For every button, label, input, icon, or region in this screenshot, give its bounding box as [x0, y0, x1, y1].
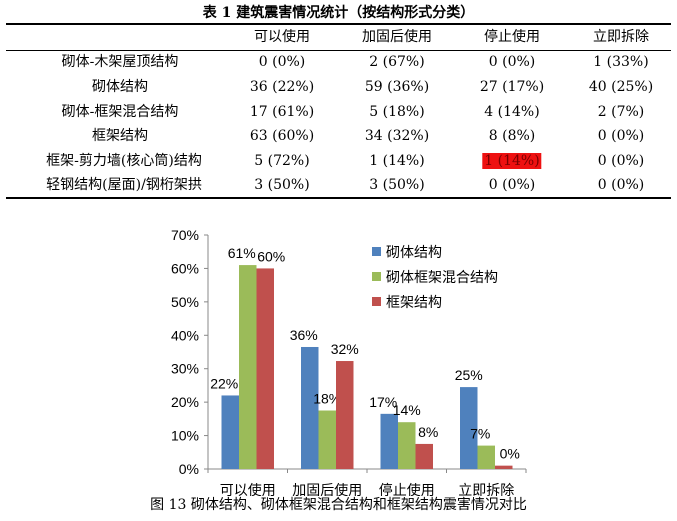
table-title: 表 1 建筑震害情况统计（按结构形式分类）	[202, 5, 475, 21]
x-tick-label: 加固后使用	[292, 482, 362, 496]
table-cell: 63 (60%)	[249, 128, 315, 144]
data-label: 61%	[228, 245, 256, 261]
table-cell: 34 (32%)	[364, 128, 430, 144]
data-label: 36%	[290, 327, 318, 343]
legend-label: 框架结构	[386, 295, 442, 311]
table-cell: 27 (17%)	[479, 79, 545, 95]
column-header: 立即拆除	[593, 29, 649, 45]
table-cell: 4 (14%)	[484, 104, 540, 120]
bar-0	[221, 395, 239, 469]
data-label: 14%	[393, 402, 421, 418]
table-cell: 3 (50%)	[369, 177, 425, 193]
table-cell: 0 (0%)	[488, 54, 536, 70]
table-cell: 0 (0%)	[488, 177, 536, 193]
bar-2	[495, 465, 513, 469]
data-label: 18%	[313, 391, 341, 407]
row-label: 框架-剪力墙(核心筒)结构	[46, 153, 202, 169]
row-label: 框架结构	[92, 128, 148, 144]
y-tick-label: 30%	[171, 361, 199, 377]
data-label: 17%	[369, 394, 397, 410]
table-top-rule	[6, 23, 671, 25]
y-tick-label: 20%	[171, 394, 199, 410]
highlight-mark: 1 (14%)	[482, 153, 542, 169]
table-cell: 0 (0%)	[597, 153, 645, 169]
data-label: 32%	[331, 341, 359, 357]
table-cell: 2 (7%)	[597, 104, 645, 120]
bar-0	[460, 387, 478, 469]
y-tick-label: 60%	[171, 260, 199, 276]
table-cell: 17 (61%)	[249, 104, 315, 120]
bar-2	[415, 443, 433, 469]
x-tick-label: 立即拆除	[458, 483, 514, 496]
bar-1	[477, 445, 495, 469]
x-tick-label: 可以使用	[220, 482, 276, 496]
table-cell: 0 (0%)	[258, 54, 306, 70]
bar-1	[318, 410, 336, 469]
table-cell: 2 (67%)	[369, 54, 425, 70]
y-tick-label: 40%	[171, 327, 199, 343]
y-tick-label: 10%	[171, 428, 199, 444]
table-cell: 3 (50%)	[254, 177, 310, 193]
table-bottom-rule	[6, 197, 671, 199]
table-cell: 5 (18%)	[369, 104, 425, 120]
table-header-rule	[6, 50, 671, 51]
data-label: 22%	[210, 375, 238, 391]
legend-swatch	[372, 297, 381, 306]
data-label: 7%	[470, 426, 490, 442]
column-header: 停止使用	[484, 29, 540, 45]
row-label: 砌体-框架混合结构	[61, 104, 179, 120]
bar-1	[239, 265, 257, 469]
figure-caption: 图 13 砌体结构、砌体框架混合结构和框架结构震害情况对比	[150, 497, 527, 513]
bar-chart: 0% 10% 20% 30% 40% 50% 60% 70% 可以使用 加固后使用 停止使用 立即拆除…	[171, 227, 527, 496]
table-cell: 36 (22%)	[249, 79, 315, 95]
row-label: 砌体结构	[92, 79, 148, 95]
legend-label: 砌体框架混合结构	[386, 270, 498, 286]
y-tick-label: 70%	[171, 227, 199, 243]
bar-0	[301, 346, 319, 469]
y-tick-label: 50%	[171, 294, 199, 310]
x-tick-label: 停止使用	[379, 482, 435, 496]
table-cell: 1 (33%)	[593, 54, 649, 70]
table-cell: 1 (14%)	[369, 153, 425, 169]
row-label: 砌体-木架屋顶结构	[61, 54, 179, 70]
data-label: 60%	[257, 248, 285, 264]
row-label: 轻钢结构(屋面)/钢桁架拱	[46, 177, 202, 193]
data-label: 8%	[418, 424, 438, 440]
legend-swatch	[372, 272, 381, 281]
highlighted-table-cell: 1 (14%)	[482, 153, 542, 169]
bar-2	[336, 361, 354, 469]
table-cell: 5 (72%)	[254, 153, 310, 169]
table-cell: 0 (0%)	[597, 177, 645, 193]
bar-2	[256, 268, 274, 469]
column-header: 加固后使用	[362, 29, 432, 45]
y-tick-label: 0%	[179, 461, 199, 477]
legend-label: 砌体结构	[386, 245, 442, 261]
column-header: 可以使用	[254, 29, 310, 45]
table-cell: 40 (25%)	[588, 79, 654, 95]
legend-swatch	[372, 247, 381, 256]
data-label: 0%	[500, 446, 520, 462]
table-cell: 8 (8%)	[488, 128, 536, 144]
table-cell: 0 (0%)	[597, 128, 645, 144]
bar-0	[380, 413, 398, 469]
table-cell: 59 (36%)	[364, 79, 430, 95]
data-label: 25%	[455, 367, 483, 383]
bar-1	[398, 422, 416, 469]
